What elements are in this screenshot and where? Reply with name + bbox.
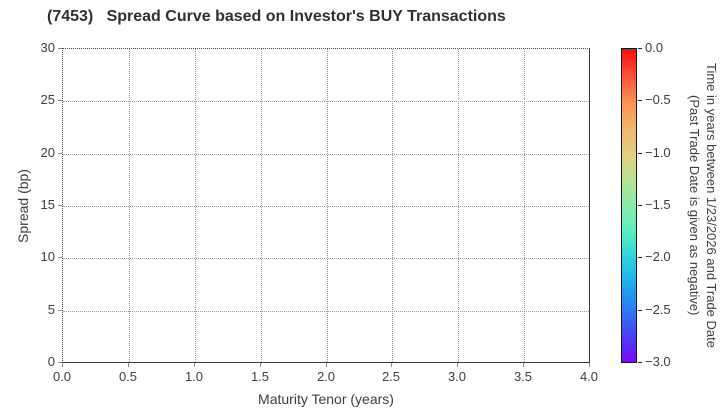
x-tick-mark (62, 363, 63, 367)
y-tick-label: 20 (40, 145, 55, 160)
colorbar-tick-label: −2.0 (645, 249, 671, 264)
x-tick-label: 2.0 (316, 369, 336, 384)
x-tick-mark (391, 363, 392, 367)
y-tick-label: 15 (40, 197, 55, 212)
colorbar-axis-label-line2: (Past Trade Date is given as negative) (687, 95, 703, 316)
x-tick-label: 1.5 (250, 369, 270, 384)
y-tick-label: 0 (47, 354, 55, 369)
colorbar-tick-label: −1.0 (645, 145, 671, 160)
y-tick-mark (58, 153, 62, 154)
colorbar-tick-mark (638, 153, 642, 154)
x-tick-label: 3.5 (513, 369, 533, 384)
x-tick-label: 1.0 (184, 369, 204, 384)
x-tick-label: 2.5 (381, 369, 401, 384)
y-tick-mark (58, 310, 62, 311)
x-tick-mark (589, 363, 590, 367)
colorbar-tick-label: −0.5 (645, 92, 671, 107)
colorbar-tick-mark (638, 100, 642, 101)
gridline-vertical (327, 49, 328, 362)
x-tick-label: 4.0 (579, 369, 599, 384)
x-tick-label: 0.0 (52, 369, 72, 384)
x-tick-mark (326, 363, 327, 367)
colorbar-tick-mark (638, 362, 642, 363)
y-tick-label: 10 (40, 249, 55, 264)
y-tick-mark (58, 362, 62, 363)
x-tick-mark (523, 363, 524, 367)
y-tick-label: 25 (40, 92, 55, 107)
x-tick-label: 0.5 (118, 369, 138, 384)
gridline-vertical (524, 49, 525, 362)
gridline-vertical (458, 49, 459, 362)
y-tick-label: 30 (40, 40, 55, 55)
colorbar-tick-label: −1.5 (645, 197, 671, 212)
colorbar-axis-label-line1: Time in years between 1/23/2026 and Trad… (704, 63, 719, 348)
colorbar-tick-mark (638, 257, 642, 258)
y-tick-mark (58, 100, 62, 101)
colorbar-tick-mark (638, 48, 642, 49)
y-tick-mark (58, 257, 62, 258)
x-axis-label: Maturity Tenor (years) (258, 391, 394, 407)
gridline-horizontal (63, 101, 589, 102)
gridline-horizontal (63, 206, 589, 207)
colorbar-tick-label: −3.0 (645, 354, 671, 369)
x-tick-mark (260, 363, 261, 367)
gridline-horizontal (63, 258, 589, 259)
plot-area (62, 48, 590, 363)
colorbar-tick-label: 0.0 (645, 40, 664, 55)
x-tick-mark (457, 363, 458, 367)
x-tick-label: 3.0 (447, 369, 467, 384)
gridline-horizontal (63, 311, 589, 312)
colorbar-tick-mark (638, 205, 642, 206)
colorbar-tick-label: −2.5 (645, 302, 671, 317)
y-tick-mark (58, 205, 62, 206)
chart-title: (7453) Spread Curve based on Investor's … (47, 8, 506, 25)
y-tick-label: 5 (47, 302, 55, 317)
x-tick-mark (128, 363, 129, 367)
x-tick-mark (194, 363, 195, 367)
gridline-vertical (195, 49, 196, 362)
colorbar-tick-mark (638, 310, 642, 311)
y-tick-mark (58, 48, 62, 49)
colorbar-axis-label: Time in years between 1/23/2026 and Trad… (683, 28, 719, 383)
gridline-vertical (261, 49, 262, 362)
gridline-horizontal (63, 154, 589, 155)
gridline-vertical (392, 49, 393, 362)
colorbar-gradient (621, 48, 637, 363)
gridline-vertical (129, 49, 130, 362)
